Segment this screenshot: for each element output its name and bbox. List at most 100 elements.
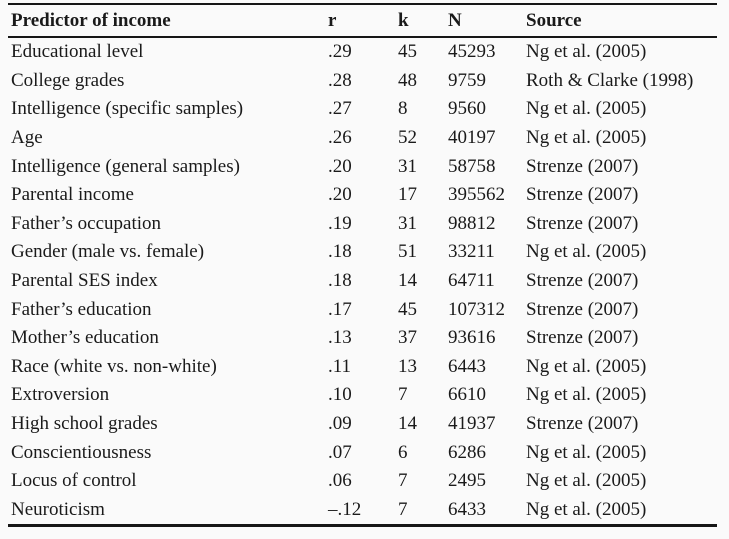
cell-source: Strenze (2007) [526, 184, 639, 206]
cell-k: 17 [398, 184, 417, 206]
column-header-r: r [324, 4, 394, 38]
cell-r: .13 [328, 327, 352, 349]
cell-r: .20 [328, 155, 352, 177]
table-row: Gender (male vs. female) .18 51 33211 Ng… [8, 238, 717, 267]
cell-n: 107312 [448, 298, 505, 320]
cell-k: 13 [398, 355, 417, 377]
cell-predictor: College grades [11, 69, 125, 91]
cell-k: 7 [398, 470, 408, 492]
header-row: Predictor of income r k N Source [8, 4, 717, 38]
cell-predictor: Intelligence (general samples) [11, 155, 240, 177]
cell-source: Ng et al. (2005) [526, 241, 647, 263]
cell-predictor: Race (white vs. non-white) [11, 355, 217, 377]
cell-source: Strenze (2007) [526, 327, 639, 349]
cell-predictor: Neuroticism [11, 498, 105, 520]
cell-k: 6 [398, 441, 408, 463]
table-row: High school grades .09 14 41937 Strenze … [8, 410, 717, 439]
cell-source: Ng et al. (2005) [526, 98, 647, 120]
cell-k: 45 [398, 41, 417, 63]
cell-n: 9560 [448, 98, 486, 120]
cell-k: 45 [398, 298, 417, 320]
cell-k: 52 [398, 127, 417, 149]
predictors-of-income-table: Predictor of income r k N Source Educati… [8, 3, 717, 528]
cell-source: Strenze (2007) [526, 212, 639, 234]
table-body: Educational level .29 45 45293 Ng et al.… [8, 37, 717, 526]
table-header: Predictor of income r k N Source [8, 4, 717, 38]
table-row: Parental SES index .18 14 64711 Strenze … [8, 267, 717, 296]
cell-r: .26 [328, 127, 352, 149]
cell-k: 48 [398, 69, 417, 91]
cell-n: 41937 [448, 413, 496, 435]
table-row: Neuroticism –.12 7 6433 Ng et al. (2005) [8, 496, 717, 526]
column-header-n: N [444, 4, 522, 38]
table-row: Conscientiousness .07 6 6286 Ng et al. (… [8, 438, 717, 467]
cell-n: 2495 [448, 470, 486, 492]
cell-predictor: Extroversion [11, 384, 110, 406]
cell-n: 93616 [448, 327, 496, 349]
cell-source: Ng et al. (2005) [526, 41, 647, 63]
cell-predictor: Mother’s education [11, 327, 159, 349]
cell-source: Ng et al. (2005) [526, 355, 647, 377]
cell-k: 14 [398, 270, 417, 292]
cell-predictor: Father’s education [11, 298, 152, 320]
column-header-predictor: Predictor of income [8, 4, 324, 38]
cell-n: 6286 [448, 441, 486, 463]
cell-predictor: Father’s occupation [11, 212, 162, 234]
cell-source: Strenze (2007) [526, 298, 639, 320]
cell-predictor: Parental SES index [11, 270, 158, 292]
cell-source: Ng et al. (2005) [526, 498, 647, 520]
table-row: Intelligence (general samples) .20 31 58… [8, 152, 717, 181]
table-row: Race (white vs. non-white) .11 13 6443 N… [8, 353, 717, 382]
cell-n: 64711 [448, 270, 495, 292]
column-header-source: Source [522, 4, 717, 38]
cell-n: 45293 [448, 41, 496, 63]
cell-r: .07 [328, 441, 352, 463]
cell-k: 14 [398, 413, 417, 435]
cell-predictor: Locus of control [11, 470, 137, 492]
table-row: Mother’s education .13 37 93616 Strenze … [8, 324, 717, 353]
cell-source: Roth & Clarke (1998) [526, 69, 694, 91]
cell-predictor: Conscientiousness [11, 441, 152, 463]
cell-source: Strenze (2007) [526, 155, 639, 177]
cell-source: Strenze (2007) [526, 270, 639, 292]
cell-r: .09 [328, 413, 352, 435]
table-row: Extroversion .10 7 6610 Ng et al. (2005) [8, 381, 717, 410]
cell-source: Ng et al. (2005) [526, 470, 647, 492]
cell-n: 395562 [448, 184, 505, 206]
cell-r: .20 [328, 184, 352, 206]
cell-predictor: Gender (male vs. female) [11, 241, 205, 263]
column-header-k: k [394, 4, 444, 38]
cell-k: 31 [398, 155, 417, 177]
cell-source: Ng et al. (2005) [526, 127, 647, 149]
cell-n: 58758 [448, 155, 496, 177]
cell-predictor: Educational level [11, 41, 144, 63]
cell-r: .10 [328, 384, 352, 406]
cell-n: 6610 [448, 384, 486, 406]
cell-k: 7 [398, 384, 408, 406]
cell-r: .29 [328, 41, 352, 63]
cell-r: .27 [328, 98, 352, 120]
cell-n: 6433 [448, 498, 486, 520]
cell-r: –.12 [328, 498, 362, 520]
cell-source: Strenze (2007) [526, 413, 639, 435]
table-row: Intelligence (specific samples) .27 8 95… [8, 95, 717, 124]
cell-n: 40197 [448, 127, 496, 149]
cell-k: 31 [398, 212, 417, 234]
cell-predictor: Parental income [11, 184, 134, 206]
cell-source: Ng et al. (2005) [526, 384, 647, 406]
cell-k: 51 [398, 241, 417, 263]
cell-k: 37 [398, 327, 417, 349]
table-row: College grades .28 48 9759 Roth & Clarke… [8, 67, 717, 96]
cell-n: 33211 [448, 241, 495, 263]
cell-predictor: Age [11, 127, 43, 149]
cell-r: .17 [328, 298, 352, 320]
table-row: Father’s education .17 45 107312 Strenze… [8, 295, 717, 324]
cell-r: .11 [328, 355, 352, 377]
cell-r: .06 [328, 470, 352, 492]
cell-r: .19 [328, 212, 352, 234]
cell-n: 6443 [448, 355, 486, 377]
cell-r: .18 [328, 241, 352, 263]
table-row: Locus of control .06 7 2495 Ng et al. (2… [8, 467, 717, 496]
predictors-of-income-table-container: Predictor of income r k N Source Educati… [8, 3, 717, 528]
cell-predictor: High school grades [11, 413, 158, 435]
